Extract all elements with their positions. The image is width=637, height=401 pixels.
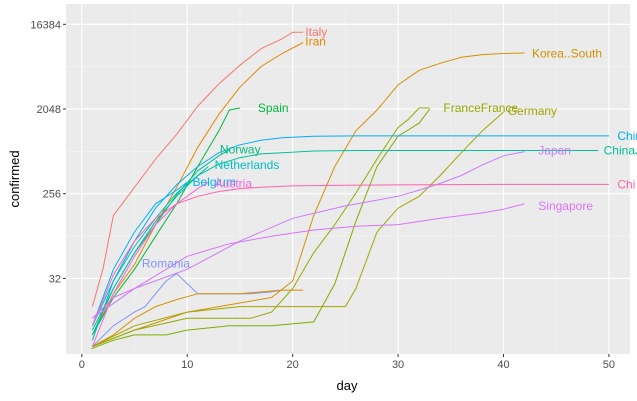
y-tick-label: 2048 bbox=[37, 104, 61, 116]
series-line-romania-16 bbox=[92, 272, 283, 347]
x-tick-label: 50 bbox=[603, 359, 615, 371]
x-axis-title: day bbox=[337, 378, 358, 393]
series-line-france-4 bbox=[92, 107, 430, 348]
series-line-belgium-9 bbox=[91, 181, 188, 326]
series-label-iran: Iran bbox=[305, 34, 326, 48]
panel-background bbox=[66, 4, 630, 354]
axes: 0 10 20 30 40 50 32 256 2048 16384 bbox=[30, 19, 615, 371]
series-label-belgium: Belgium bbox=[193, 175, 236, 189]
y-tick-label: 16384 bbox=[30, 19, 61, 31]
series-line-italy-0 bbox=[91, 31, 304, 307]
series-label-norway: Norway bbox=[220, 142, 261, 156]
series-label-italy: Italy bbox=[305, 25, 327, 39]
y-tick-label: 256 bbox=[43, 189, 61, 201]
x-tick-label: 40 bbox=[497, 359, 509, 371]
series-label-netherlands: Netherlands bbox=[215, 158, 280, 172]
series-label-chi: Chi bbox=[617, 177, 635, 191]
series-label-romania: Romania bbox=[142, 257, 190, 271]
y-tick-label: 32 bbox=[49, 273, 61, 285]
x-tick-label: 20 bbox=[287, 359, 299, 371]
series-label-francefrance: FranceFrance bbox=[443, 101, 518, 115]
plot-panel bbox=[66, 4, 630, 354]
series-label-spain: Spain bbox=[258, 101, 289, 115]
series-label-singapore: Singapore bbox=[538, 199, 593, 213]
series-line-austria-10 bbox=[91, 181, 209, 347]
x-tick-label: 0 bbox=[79, 359, 85, 371]
series-label-austria: Austria bbox=[215, 176, 253, 190]
y-axis-title: confirmed bbox=[7, 150, 22, 207]
series-label-japan: Japan bbox=[538, 143, 571, 157]
x-tick-label: 30 bbox=[392, 359, 404, 371]
series-line-china-11 bbox=[91, 135, 609, 327]
series-line-germany-6 bbox=[92, 111, 504, 348]
series-label-china: China bbox=[617, 129, 637, 143]
series-line-france-5 bbox=[91, 108, 431, 350]
series-line-japan-13 bbox=[92, 151, 525, 319]
x-tick-label: 10 bbox=[181, 359, 193, 371]
series-lines bbox=[91, 31, 609, 350]
series-line-iran-1 bbox=[91, 42, 304, 336]
grid-lines bbox=[66, 4, 630, 354]
series-label-germany: Germany bbox=[508, 104, 557, 118]
series-line-chinaj-12 bbox=[91, 150, 599, 331]
series-line-singapore-15 bbox=[92, 203, 525, 319]
series-line-china-14 bbox=[91, 183, 609, 326]
series-line-romania-17 bbox=[92, 289, 304, 348]
series-line-korea-south-2 bbox=[92, 52, 525, 348]
series-label-korea-south: Korea..South bbox=[532, 47, 602, 61]
